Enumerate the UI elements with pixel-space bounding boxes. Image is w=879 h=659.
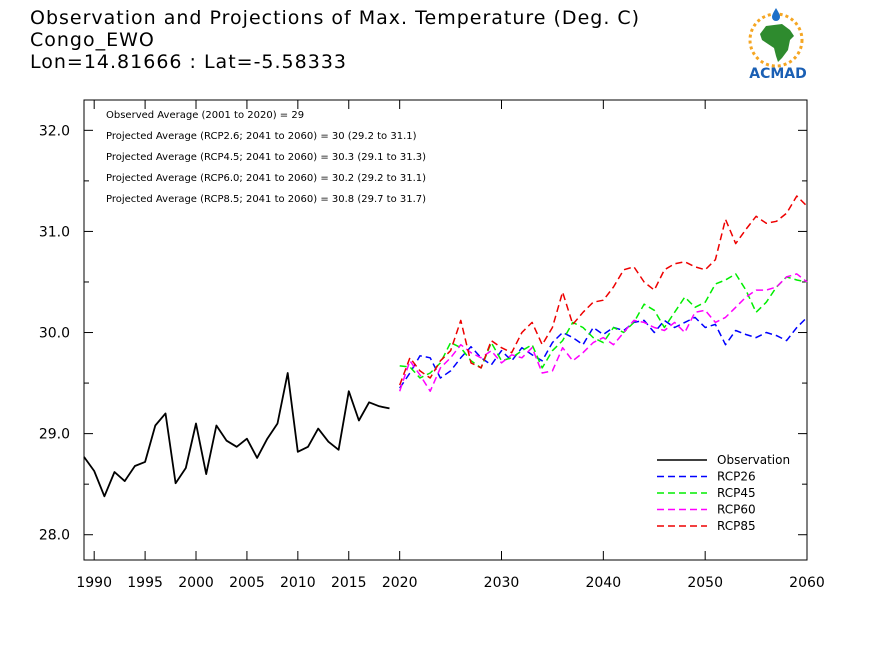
annotation-rcp60: Projected Average (RCP6.0; 2041 to 2060)… (106, 173, 426, 184)
annotation-rcp26: Projected Average (RCP2.6; 2041 to 2060)… (106, 131, 417, 142)
x-tick-label: 2005 (229, 575, 265, 591)
annotation-observed: Observed Average (2001 to 2020) = 29 (106, 110, 304, 121)
x-tick-label: 2050 (687, 575, 723, 591)
x-tick-label: 2060 (789, 575, 825, 591)
chart-title: Observation and Projections of Max. Temp… (30, 7, 641, 29)
africa-map-logo-icon: ACMAD (748, 8, 807, 82)
series-line-rcp26 (399, 316, 808, 389)
legend: Observation RCP26 RCP45 RCP60 RCP85 (657, 453, 790, 533)
axis-ticks: 28.0 29.0 30.0 31.0 32.0 1990 1995 2000 2005 2010… (39, 100, 825, 591)
annotation-rcp45: Projected Average (RCP4.5; 2041 to 2060)… (106, 152, 426, 163)
x-tick-label: 2000 (178, 575, 214, 591)
series-line-rcp85 (398, 195, 808, 386)
y-tick-label: 32.0 (39, 123, 70, 139)
logo-text: ACMAD (749, 66, 807, 82)
legend-label-rcp85: RCP85 (717, 519, 756, 533)
series-lines (83, 195, 808, 498)
legend-label-rcp26: RCP26 (717, 470, 756, 484)
y-tick-label: 30.0 (39, 326, 70, 342)
annotation-rcp85: Projected Average (RCP8.5; 2041 to 2060)… (106, 194, 426, 205)
y-tick-label: 31.0 (39, 224, 70, 240)
x-tick-label: 2040 (586, 575, 622, 591)
legend-label-rcp45: RCP45 (717, 486, 756, 500)
x-tick-label: 2020 (382, 575, 418, 591)
series-line-observation (83, 372, 390, 498)
series-line-rcp60 (398, 273, 808, 392)
legend-label-observation: Observation (717, 453, 790, 467)
x-tick-label: 1990 (76, 575, 112, 591)
chart-header: Observation and Projections of Max. Temp… (30, 7, 640, 73)
x-tick-label: 1995 (127, 575, 163, 591)
coordinates-label: Lon=14.81666 : Lat=-5.58333 (30, 51, 348, 73)
y-tick-label: 28.0 (39, 528, 70, 544)
legend-label-rcp60: RCP60 (717, 503, 756, 517)
x-tick-label: 2010 (280, 575, 316, 591)
x-tick-label: 2030 (484, 575, 520, 591)
plot-frame (83, 99, 808, 561)
location-name: Congo_EWO (30, 29, 155, 51)
acmad-logo: ACMAD (738, 6, 818, 84)
y-tick-label: 29.0 (39, 427, 70, 443)
series-line-rcp45 (399, 273, 808, 379)
annotation-block: Observed Average (2001 to 2020) = 29 Pro… (106, 110, 426, 205)
x-tick-label: 2015 (331, 575, 367, 591)
